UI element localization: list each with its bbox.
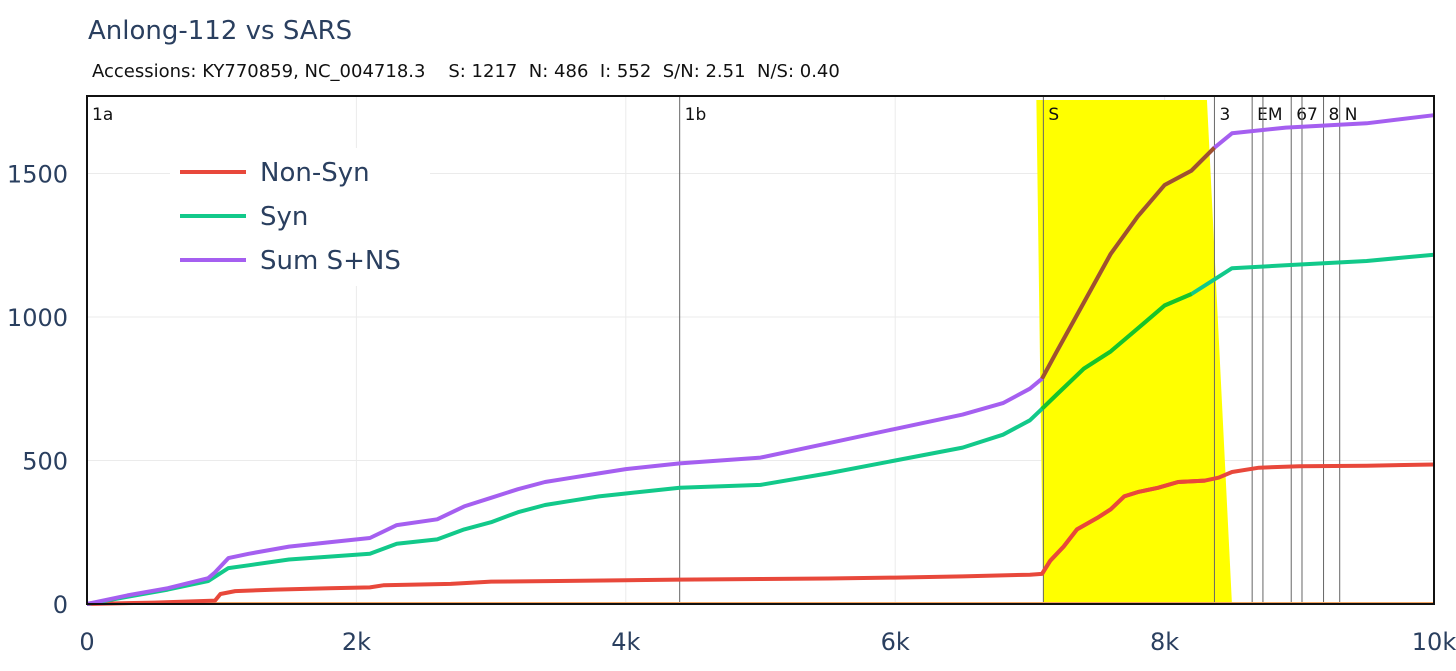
legend-label[interactable]: Syn: [260, 202, 308, 232]
gene-label: M: [1268, 105, 1283, 125]
gene-markers: 1a1bS3EM678N: [92, 96, 1357, 604]
x-tick-label: 10k: [1412, 628, 1456, 656]
y-tick-label: 500: [22, 447, 68, 475]
x-tick-label: 0: [79, 628, 94, 656]
series-highlight-overlay-0: [1040, 478, 1206, 575]
y-tick-label: 0: [53, 591, 68, 619]
legend-label[interactable]: Sum S+NS: [260, 246, 401, 276]
series-line-1: [86, 252, 1435, 606]
chart-title: Anlong-112 vs SARS: [88, 16, 353, 46]
y-tick-label: 1500: [7, 160, 68, 188]
gene-label: S: [1048, 105, 1059, 125]
gene-label: 1a: [92, 105, 113, 125]
gene-label: 1b: [685, 105, 707, 125]
x-tick-label: 4k: [611, 628, 640, 656]
axis-labels: 0 2k 4k 6k 8k 10k 0 500 1000 1500: [7, 160, 1456, 656]
plot-frame: [86, 95, 1435, 605]
series-lines: [86, 113, 1435, 606]
highlight-layer: [1036, 100, 1232, 604]
gene-label: 8: [1329, 105, 1340, 125]
series-highlight-overlay-1: [1040, 292, 1193, 411]
gene-label: 7: [1307, 105, 1318, 125]
gene-label: 3: [1219, 105, 1230, 125]
chart-subtitle: Accessions: KY770859, NC_004718.3 S: 121…: [92, 61, 840, 82]
legend[interactable]: Non-Syn Syn Sum S+NS: [170, 148, 430, 286]
y-tick-label: 1000: [7, 304, 68, 332]
plot-border: [86, 95, 1435, 605]
series-highlight-overlay-2: [1040, 146, 1216, 380]
gene-label: N: [1345, 105, 1358, 125]
x-tick-label: 6k: [881, 628, 910, 656]
x-tick-label: 2k: [342, 628, 371, 656]
x-tick-label: 8k: [1150, 628, 1179, 656]
legend-label[interactable]: Non-Syn: [260, 158, 370, 188]
series-line-0: [86, 462, 1435, 606]
highlight-region-s: [1036, 100, 1232, 604]
